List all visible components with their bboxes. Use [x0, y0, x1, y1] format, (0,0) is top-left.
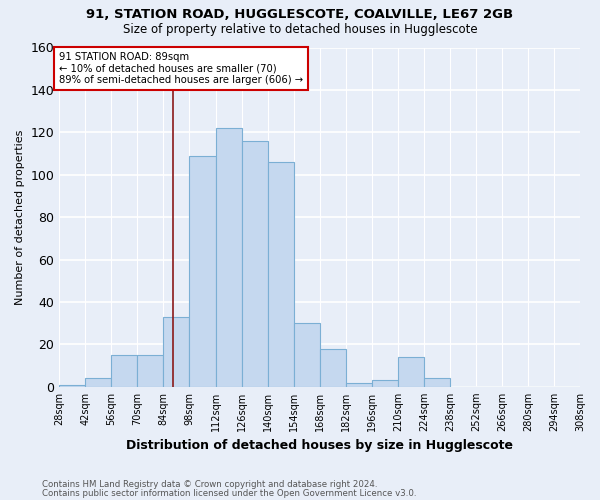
Bar	[190, 156, 215, 387]
Bar	[242, 141, 268, 387]
Bar	[346, 382, 372, 387]
X-axis label: Distribution of detached houses by size in Hugglescote: Distribution of detached houses by size …	[126, 440, 513, 452]
Bar	[398, 357, 424, 387]
Bar	[137, 355, 163, 387]
Bar	[163, 317, 190, 387]
Text: Contains HM Land Registry data © Crown copyright and database right 2024.: Contains HM Land Registry data © Crown c…	[42, 480, 377, 489]
Bar	[293, 323, 320, 387]
Bar	[85, 378, 112, 387]
Text: 91 STATION ROAD: 89sqm
← 10% of detached houses are smaller (70)
89% of semi-det: 91 STATION ROAD: 89sqm ← 10% of detached…	[59, 52, 304, 85]
Text: 91, STATION ROAD, HUGGLESCOTE, COALVILLE, LE67 2GB: 91, STATION ROAD, HUGGLESCOTE, COALVILLE…	[86, 8, 514, 20]
Bar	[59, 384, 85, 387]
Y-axis label: Number of detached properties: Number of detached properties	[15, 130, 25, 305]
Bar	[268, 162, 293, 387]
Text: Contains public sector information licensed under the Open Government Licence v3: Contains public sector information licen…	[42, 488, 416, 498]
Text: Size of property relative to detached houses in Hugglescote: Size of property relative to detached ho…	[122, 22, 478, 36]
Bar	[372, 380, 398, 387]
Bar	[112, 355, 137, 387]
Bar	[424, 378, 450, 387]
Bar	[215, 128, 242, 387]
Bar	[320, 348, 346, 387]
